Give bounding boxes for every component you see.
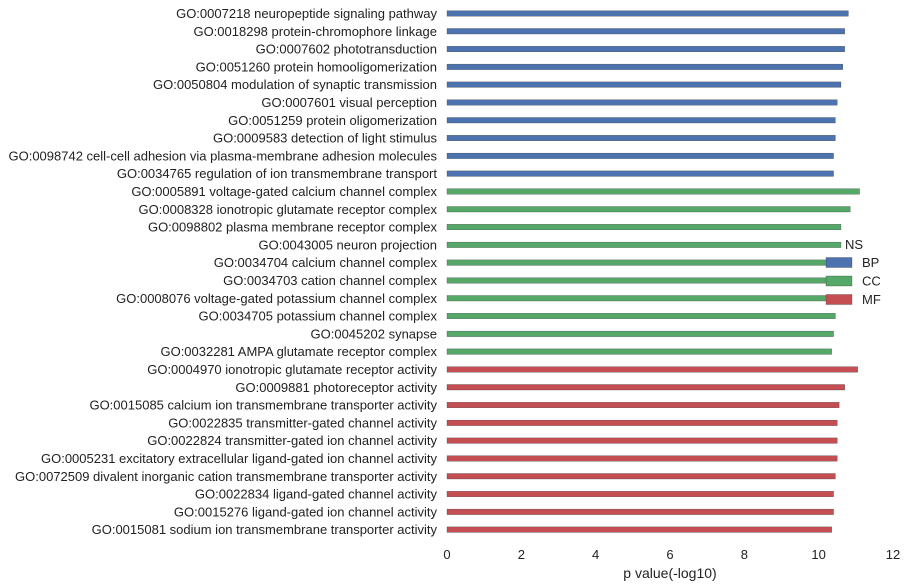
category-label: GO:0007218 neuropeptide signaling pathwa… [176, 6, 437, 21]
category-label: GO:0008076 voltage-gated potassium chann… [116, 291, 437, 306]
legend: NS BP CC MF [825, 237, 881, 307]
category-label: GO:0098802 plasma membrane receptor comp… [148, 220, 438, 235]
legend-swatch-cc [825, 275, 853, 287]
category-labels: GO:0007218 neuropeptide signaling pathwa… [8, 6, 437, 537]
bars-group [446, 10, 860, 533]
bar-bp [446, 10, 849, 17]
x-axis-ticks: 0 2 4 6 8 10 12 [443, 547, 900, 562]
legend-label-cc: CC [862, 274, 881, 289]
legend-label-bp: BP [862, 255, 879, 270]
bar-mf [446, 384, 845, 391]
bar-cc [446, 188, 860, 195]
bar-mf [446, 366, 858, 373]
legend-label-mf: MF [862, 292, 881, 307]
bar-bp [446, 99, 838, 106]
x-tick-label: 8 [741, 547, 748, 562]
category-label: GO:0034705 potassium channel complex [199, 309, 438, 324]
x-tick-label: 2 [518, 547, 525, 562]
category-label: GO:0005891 voltage-gated calcium channel… [131, 184, 437, 199]
category-label: GO:0051259 protein oligomerization [228, 113, 437, 128]
x-axis-title: p value(-log10) [623, 565, 716, 581]
category-label: GO:0098742 cell-cell adhesion via plasma… [8, 148, 437, 163]
x-tick-label: 12 [886, 547, 900, 562]
category-label: GO:0005231 excitatory extracellular liga… [41, 451, 438, 466]
bar-mf [446, 508, 834, 515]
category-label: GO:0004970 ionotropic glutamate receptor… [147, 362, 437, 377]
bar-cc [446, 348, 832, 355]
bar-cc [446, 224, 842, 230]
legend-swatch-bp [825, 257, 853, 268]
category-label: GO:0045202 synapse [311, 326, 437, 341]
bar-cc [446, 330, 834, 337]
x-tick-label: 10 [811, 547, 825, 562]
bar-cc [446, 313, 836, 319]
x-tick-label: 0 [443, 547, 450, 562]
category-label: GO:0008328 ionotropic glutamate receptor… [139, 202, 438, 217]
category-label: GO:0015081 sodium ion transmembrane tran… [92, 522, 438, 537]
category-label: GO:0072509 divalent inorganic cation tra… [15, 469, 437, 484]
bar-bp [446, 63, 843, 70]
category-label: GO:0051260 protein homooligomerization [196, 59, 437, 74]
legend-title: NS [845, 237, 863, 252]
bar-mf [446, 455, 838, 462]
x-tick-label: 4 [592, 547, 599, 562]
category-label: GO:0034765 regulation of ion transmembra… [117, 166, 438, 181]
category-label: GO:0032281 AMPA glutamate receptor compl… [160, 344, 437, 359]
bar-mf [446, 419, 838, 426]
category-label: GO:0009583 detection of light stimulus [213, 131, 438, 146]
category-label: GO:0007601 visual perception [261, 95, 437, 110]
legend-swatch-mf [825, 294, 853, 305]
bar-bp [446, 46, 845, 52]
bar-cc [446, 295, 838, 302]
x-tick-label: 6 [666, 547, 673, 562]
bar-cc [446, 241, 842, 248]
category-label: GO:0034704 calcium channel complex [214, 255, 438, 270]
bar-cc [446, 277, 840, 284]
bar-mf [446, 473, 836, 480]
bar-mf [446, 491, 834, 497]
category-label: GO:0018298 protein-chromophore linkage [193, 24, 437, 39]
bar-bp [446, 81, 842, 88]
category-label: GO:0043005 neuron projection [258, 237, 437, 252]
bar-bp [446, 117, 836, 124]
bar-bp [446, 135, 836, 141]
bar-bp [446, 152, 834, 159]
category-label: GO:0015085 calcium ion transmembrane tra… [89, 398, 437, 413]
category-label: GO:0022835 transmitter-gated channel act… [168, 415, 437, 430]
category-label: GO:0050804 modulation of synaptic transm… [153, 77, 437, 92]
category-label: GO:0022824 transmitter-gated ion channel… [147, 433, 437, 448]
bar-cc [446, 259, 842, 266]
category-label: GO:0034703 cation channel complex [223, 273, 437, 288]
category-label: GO:0007602 phototransduction [256, 42, 437, 57]
bar-bp [446, 170, 834, 177]
bar-mf [446, 437, 838, 444]
bar-mf [446, 402, 840, 408]
bar-bp [446, 28, 845, 35]
bar-mf [446, 526, 832, 533]
category-label: GO:0022834 ligand-gated channel activity [195, 487, 438, 502]
category-label: GO:0009881 photoreceptor activity [235, 380, 437, 395]
category-label: GO:0015276 ligand-gated ion channel acti… [174, 504, 438, 519]
bar-cc [446, 206, 851, 213]
